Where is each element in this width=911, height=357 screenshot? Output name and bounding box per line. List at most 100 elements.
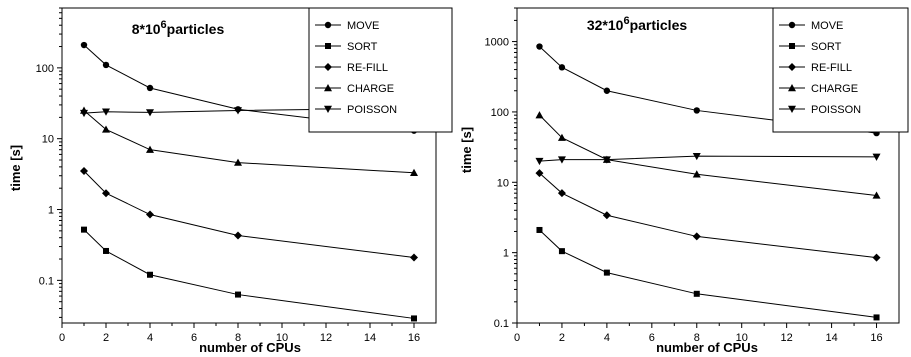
data-point-charge <box>410 168 418 176</box>
chart-8m-particles: 0 2 4 6 8 10 12 14 16 0.1 1 10 100 number of CPUs time… <box>8 7 453 355</box>
data-point-sort <box>558 248 565 255</box>
x-tick-label: 4 <box>147 332 153 344</box>
data-point-re-fill <box>692 232 701 241</box>
x-tick-label: 12 <box>781 332 793 344</box>
data-point-re-fill <box>872 253 881 262</box>
series-line-poisson <box>539 155 877 162</box>
y-tick-label: 0.1 <box>494 318 509 330</box>
data-point-sort <box>235 291 241 298</box>
data-point-sort <box>147 271 153 278</box>
y-tick-label: 1 <box>503 248 509 260</box>
data-point-poisson <box>102 108 110 116</box>
data-point-poisson <box>692 152 701 161</box>
x-tick-label: 10 <box>736 332 748 344</box>
chart-title-sup: 6 <box>161 19 167 31</box>
y-axis-title: time [s] <box>459 127 474 173</box>
x-tick-label: 0 <box>514 332 520 344</box>
data-point-charge <box>692 170 701 178</box>
series-line-re-fill <box>539 172 877 259</box>
data-point-charge <box>234 158 242 166</box>
data-point-sort <box>103 247 109 254</box>
y-tick-label: 1 <box>48 205 54 217</box>
y-tick-label: 100 <box>491 107 509 119</box>
x-tick-label: 16 <box>870 332 882 344</box>
data-point-charge <box>102 125 110 133</box>
x-tick-label: 8 <box>235 332 241 344</box>
legend-marker <box>324 21 332 29</box>
data-point-move <box>102 61 110 69</box>
data-point-re-fill <box>557 189 566 198</box>
y-tick-label: 10 <box>42 134 54 146</box>
data-point-poisson <box>872 153 881 161</box>
series-line-sort <box>83 229 415 319</box>
legend-marker <box>324 63 332 71</box>
data-point-re-fill <box>602 211 611 220</box>
data-point-move <box>693 107 700 114</box>
data-point-move <box>536 43 543 50</box>
x-axis-title: number of CPUs <box>656 340 758 355</box>
legend-marker <box>324 105 332 113</box>
data-point-sort <box>536 226 543 233</box>
legend-marker <box>789 43 795 49</box>
data-point-re-fill <box>146 210 154 219</box>
data-point-re-fill <box>410 253 418 262</box>
legend-marker <box>788 63 796 71</box>
data-point-re-fill <box>535 169 544 178</box>
x-tick-label: 4 <box>604 332 610 344</box>
data-point-poisson <box>146 109 154 117</box>
data-point-poisson <box>535 157 544 166</box>
data-point-poisson <box>234 107 242 115</box>
chart-title-rest: particles <box>630 17 688 33</box>
chart-title-sup: 6 <box>623 15 629 27</box>
data-point-charge <box>872 191 881 199</box>
legend-marker <box>788 105 796 113</box>
chart-title-main: 8*10 <box>132 21 161 37</box>
legend-label: CHARGE <box>347 83 394 95</box>
legend-box <box>772 7 909 133</box>
legend-label: CHARGE <box>811 83 858 95</box>
x-tick-label: 2 <box>559 332 565 344</box>
data-point-sort <box>81 226 87 233</box>
x-axis-title: number of CPUs <box>199 340 301 355</box>
y-axis-title: time [s] <box>8 145 23 191</box>
legend-marker <box>788 21 796 29</box>
data-point-move <box>603 87 611 94</box>
data-point-charge <box>557 133 566 141</box>
chart-title: 32*106particles <box>587 15 688 33</box>
data-point-poisson <box>602 156 611 164</box>
chart-title-rest: particles <box>167 21 225 37</box>
x-tick-label: 10 <box>276 332 288 344</box>
legend-label: POISSON <box>811 104 861 116</box>
legend-label: SORT <box>347 41 378 53</box>
x-tick-label: 16 <box>408 332 420 344</box>
data-point-charge <box>535 111 544 119</box>
x-tick-label: 2 <box>103 332 109 344</box>
x-tick-label: 12 <box>320 332 332 344</box>
data-point-sort <box>603 269 610 276</box>
data-point-sort <box>411 315 417 322</box>
data-point-charge <box>146 145 154 153</box>
data-point-poisson <box>557 156 566 164</box>
x-tick-label: 8 <box>694 332 700 344</box>
chart-title: 8*106particles <box>132 19 225 37</box>
legend-box <box>308 7 453 133</box>
data-point-move <box>146 84 154 92</box>
chart-32m-particles: 0 2 4 6 8 10 12 14 16 0.1 1 10 100 1000 number of CPUs… <box>459 7 909 355</box>
legend-label: RE-FILL <box>811 62 852 74</box>
y-tick-label: 10 <box>497 177 509 189</box>
y-tick-label: 1000 <box>485 37 509 49</box>
chart-title-main: 32*10 <box>587 17 624 33</box>
legend-label: SORT <box>811 41 842 53</box>
x-tick-label: 14 <box>364 332 376 344</box>
x-tick-label: 0 <box>59 332 65 344</box>
data-point-move <box>558 64 566 71</box>
plot-frame <box>61 7 437 324</box>
legend-label: MOVE <box>347 20 379 32</box>
data-point-re-fill <box>234 231 242 240</box>
y-tick-label: 100 <box>36 63 54 75</box>
x-tick-label: 14 <box>825 332 837 344</box>
data-point-re-fill <box>80 166 88 175</box>
series-line-sort <box>539 229 877 318</box>
legend-label: POISSON <box>347 104 397 116</box>
